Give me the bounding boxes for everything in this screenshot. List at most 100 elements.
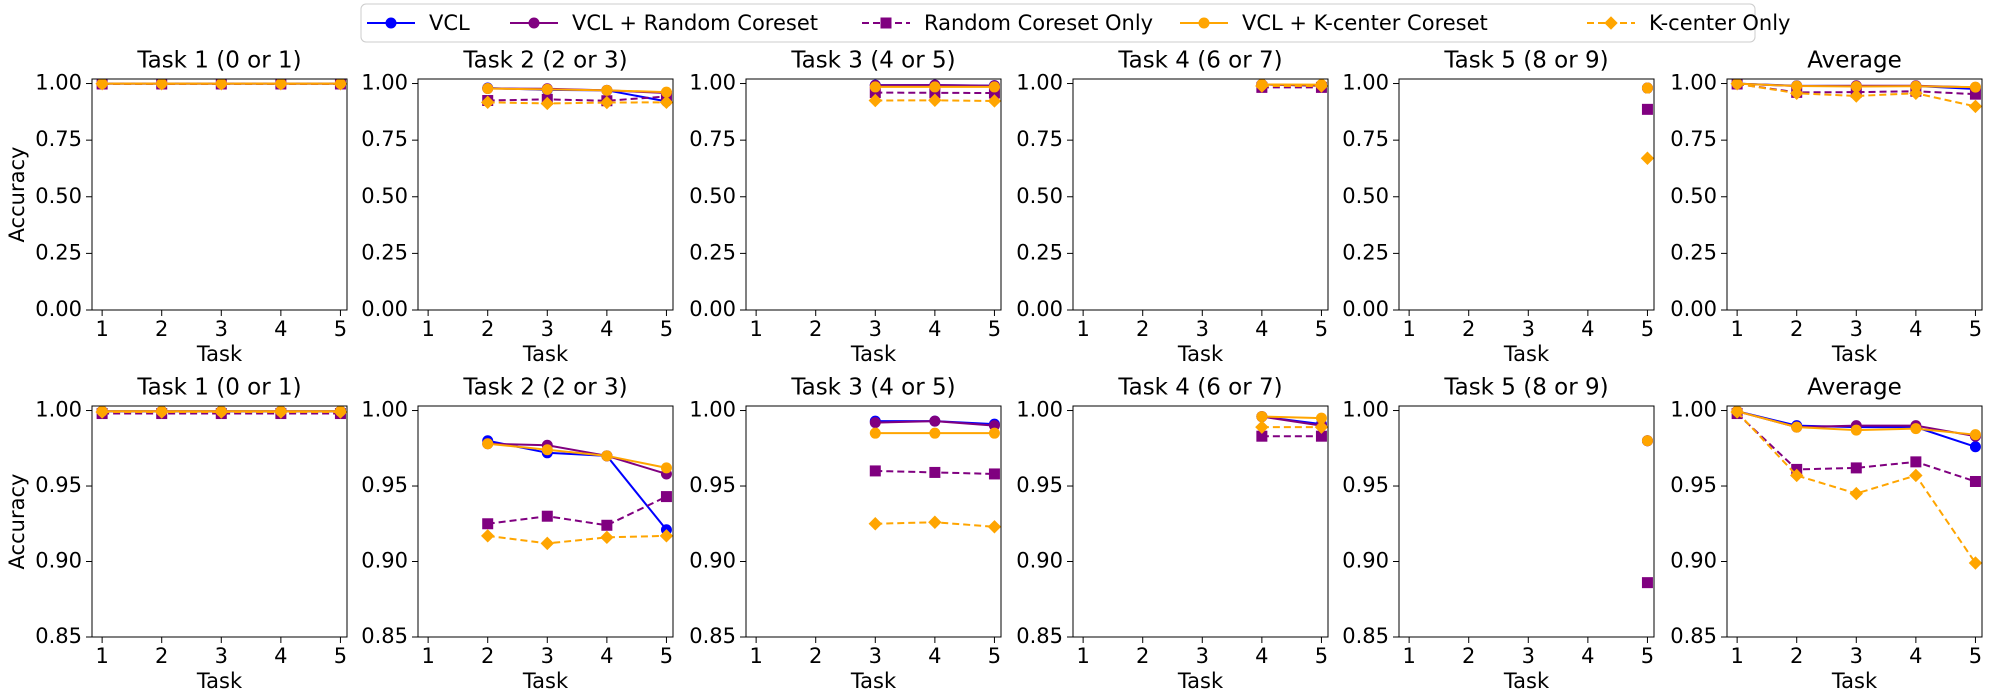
subplot: 0.85 0.90 0.95 1.00 1 2 3 4 5 Task 4 (6 or 7) Task [1016,375,1329,693]
y-tick-label: 0.85 [361,624,408,648]
y-tick-label: 0.90 [35,549,82,573]
x-tick-label: 2 [481,644,494,668]
subplot-title: Task 5 (8 or 9) [1443,375,1608,401]
x-tick-label: 3 [215,644,228,668]
y-tick-label: 0.50 [35,184,82,208]
plot-area [1399,406,1654,637]
subplot-title: Average [1807,48,1901,74]
x-tick-label: 1 [1402,317,1415,341]
subplot: 0.00 0.25 0.50 0.75 1.00 1 2 3 4 5 Task 2 (2 or 3)… [361,48,674,366]
marker-diamond [540,96,554,111]
y-tick-label: 0.95 [1342,473,1389,497]
marker-circle [528,17,540,29]
y-tick-label: 0.95 [361,473,408,497]
plot-area [746,79,1001,310]
y-tick-label: 0.25 [1342,240,1389,264]
marker-diamond [1849,486,1863,501]
x-axis-label: Task [1177,342,1224,366]
x-tick-label: 5 [1969,317,1982,341]
legend-label: K-center Only [1649,11,1790,35]
subplot-title: Task 4 (6 or 7) [1117,375,1282,401]
axes-frame [745,405,1002,638]
y-tick-label: 0.75 [361,127,408,151]
x-tick-label: 5 [1315,644,1328,668]
data-layer [1640,82,1655,165]
marker-circle [1791,421,1803,433]
axes-frame [1726,405,1983,638]
series-line [487,495,667,527]
x-tick-label: 2 [1462,317,1475,341]
y-tick-label: 1.00 [689,398,736,422]
y-tick-label: 1.00 [35,398,82,422]
axes-frame [1072,405,1329,638]
marker-circle [1641,82,1653,94]
series-line [1736,82,1976,96]
y-axis-label: Accuracy [5,474,29,570]
x-tick-label: 3 [869,644,882,668]
marker-square [1969,475,1981,487]
marker-square [988,468,1000,480]
y-tick-label: 0.00 [1016,297,1063,321]
marker-diamond [1790,468,1804,483]
y-tick-label: 0.75 [1670,127,1717,151]
axes-frame [91,78,348,311]
y-tick-label: 0.50 [689,184,736,208]
x-tick-label: 4 [928,644,941,668]
y-tick-label: 0.90 [1016,549,1063,573]
y-tick-label: 0.75 [1342,127,1389,151]
legend-label: VCL [429,11,470,35]
y-tick-label: 0.50 [1016,184,1063,208]
subplot-title: Task 1 (0 or 1) [136,48,301,74]
marker-circle [1256,411,1268,423]
subplot: 0.00 0.25 0.50 0.75 1.00 1 2 3 4 5 Task 3 (4 or 5)… [689,48,1002,366]
marker-circle [1198,17,1210,29]
x-axis-label: Task [1831,342,1878,366]
data-layer [95,406,348,420]
marker-diamond [274,406,288,419]
y-tick-label: 0.75 [35,127,82,151]
marker-circle [1641,435,1653,447]
axes-frame [1072,78,1329,311]
marker-square [601,519,613,531]
marker-diamond [214,79,228,91]
x-tick-label: 2 [809,317,822,341]
marker-diamond [155,79,169,91]
x-axis-label: Task [522,669,569,693]
x-tick-label: 5 [988,317,1001,341]
subplot: 0.85 0.90 0.95 1.00 1 2 3 4 5 Task 5 (8 or 9) Task [1342,375,1655,693]
marker-circle [541,83,553,95]
x-axis-label: Task [850,669,897,693]
y-tick-label: 1.00 [1670,71,1717,95]
marker-circle [1910,423,1922,435]
x-tick-label: 5 [334,317,347,341]
series-line [1736,82,1976,108]
marker-circle [869,417,881,429]
marker-square [1641,103,1653,115]
y-tick-label: 1.00 [35,71,82,95]
x-tick-label: 2 [1136,644,1149,668]
y-tick-label: 0.75 [1016,127,1063,151]
marker-circle [869,81,881,93]
marker-diamond [987,520,1002,534]
axes-frame [745,78,1002,311]
x-tick-label: 1 [1730,317,1743,341]
subplot-title: Task 3 (4 or 5) [790,48,955,74]
marker-diamond [600,95,614,110]
marker-square [929,466,941,478]
y-tick-label: 0.25 [1670,240,1717,264]
marker-diamond [481,95,495,110]
plot-area [92,79,347,310]
subplot: 0.85 0.90 0.95 1.00 1 2 3 4 5 Task 3 (4 or 5) Task [689,375,1002,693]
marker-circle [660,462,672,474]
marker-diamond [1314,420,1329,434]
marker-diamond [1640,151,1655,165]
series-line [487,101,667,105]
y-tick-label: 0.95 [1670,473,1717,497]
marker-square [482,518,494,530]
marker-diamond [928,93,942,107]
marker-circle [541,444,553,456]
x-tick-label: 3 [541,317,554,341]
plot-area [1073,406,1328,637]
axes-frame [1726,78,1983,311]
